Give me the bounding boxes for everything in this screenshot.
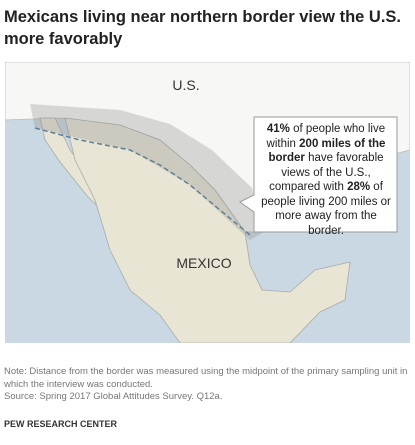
us-label: U.S. (172, 77, 199, 93)
title: Mexicans living near northern border vie… (4, 8, 402, 48)
map: U.S. MEXICO (5, 62, 410, 343)
stat: 200 miles of the border (268, 137, 386, 165)
note: Note: Distance from the border was measu… (4, 366, 408, 390)
stat: 28% (347, 181, 371, 193)
callout: 41% of people who live within 200 miles … (259, 122, 393, 238)
notes: Note: Distance from the border was measu… (4, 366, 409, 404)
stat: 41% (266, 123, 290, 135)
credit: PEW RESEARCH CENTER (4, 419, 118, 429)
callout-box (239, 116, 398, 233)
border-region (30, 104, 264, 240)
callout-text: have favorable views of the U.S., compar… (269, 152, 384, 193)
distance-line (34, 127, 251, 236)
callout-text: of people living 200 miles or more away … (261, 181, 391, 237)
callout-text: of people who live within (266, 123, 386, 150)
mexico-land (64, 117, 351, 343)
source: Source: Spring 2017 Global Attitudes Sur… (4, 391, 223, 402)
mexico-label: MEXICO (176, 255, 231, 271)
